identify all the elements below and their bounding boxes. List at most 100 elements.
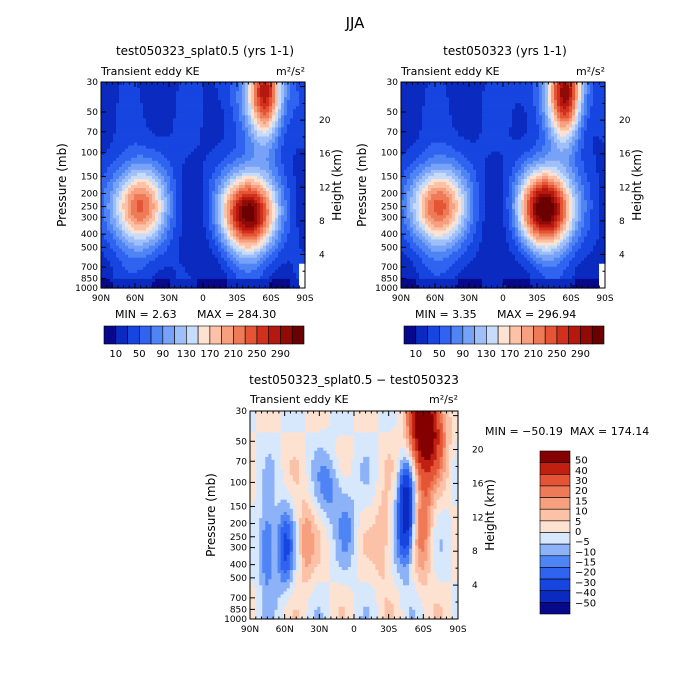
contour-cell xyxy=(194,112,198,116)
contour-cell xyxy=(260,115,264,119)
contour-cell xyxy=(185,94,189,98)
contour-cell xyxy=(200,127,204,132)
contour-cell xyxy=(284,224,288,229)
contour-cell xyxy=(152,85,156,89)
contour-cell xyxy=(227,236,231,241)
contour-cell xyxy=(284,103,288,107)
contour-cell xyxy=(194,100,198,104)
contour-cell xyxy=(449,85,453,89)
contour-cell xyxy=(287,163,291,168)
contour-cell xyxy=(134,154,138,159)
contour-cell xyxy=(296,188,300,192)
contour-cell xyxy=(290,215,294,219)
contour-cell xyxy=(188,148,192,153)
contour-cell xyxy=(101,103,105,107)
contour-cell xyxy=(239,227,243,232)
contour-cell xyxy=(179,127,183,132)
contour-cell xyxy=(296,115,300,119)
contour-cell xyxy=(104,281,108,286)
contour-cell xyxy=(293,109,297,113)
contour-cell xyxy=(113,151,117,156)
contour-cell xyxy=(236,188,240,192)
contour-cell xyxy=(278,145,282,150)
contour-cell xyxy=(299,224,303,229)
contour-cell xyxy=(143,100,147,104)
contour-cell xyxy=(230,227,234,232)
contour-cell xyxy=(116,197,120,201)
contour-cell xyxy=(110,206,114,210)
contour-cell xyxy=(239,185,243,189)
contour-cell xyxy=(257,97,261,101)
contour-cell xyxy=(182,278,186,283)
contour-cell xyxy=(401,88,405,92)
contour-cell xyxy=(122,154,126,159)
y-tick-label: 200 xyxy=(81,189,98,199)
contour-cell xyxy=(248,215,252,219)
contour-cell xyxy=(188,218,192,222)
contour-cell xyxy=(137,224,141,229)
contour-cell xyxy=(152,233,156,238)
contour-cell xyxy=(200,224,204,229)
contour-cell xyxy=(113,245,117,250)
contour-cell xyxy=(248,263,252,268)
contour-cell xyxy=(137,281,141,286)
contour-cell xyxy=(263,194,267,198)
contour-cell xyxy=(227,218,231,222)
colorbar-swatch xyxy=(209,325,222,345)
contour-cell xyxy=(140,284,144,289)
contour-cell xyxy=(218,172,222,177)
contour-cell xyxy=(221,236,225,241)
contour-cell xyxy=(284,284,288,289)
contour-cell xyxy=(293,230,297,235)
contour-cell xyxy=(488,82,492,86)
contour-cell xyxy=(164,209,168,213)
contour-cell xyxy=(107,224,111,229)
contour-cell xyxy=(206,272,210,277)
contour-cell xyxy=(239,230,243,235)
contour-cell xyxy=(125,106,129,110)
contour-cell xyxy=(158,109,162,113)
contour-cell xyxy=(215,130,219,135)
contour-cell xyxy=(152,185,156,189)
contour-cell xyxy=(197,266,201,271)
contour-cell xyxy=(407,82,411,86)
contour-cell xyxy=(278,172,282,177)
y-tick-label: 850 xyxy=(81,274,98,284)
contour-cell xyxy=(209,245,213,250)
contour-cell xyxy=(272,209,276,213)
colorbar-swatch xyxy=(103,325,117,345)
contour-cell xyxy=(263,130,267,135)
contour-cell xyxy=(128,206,132,210)
contour-cell xyxy=(287,254,291,259)
contour-cell xyxy=(233,224,237,229)
contour-cell xyxy=(275,206,279,210)
contour-cell xyxy=(239,151,243,156)
contour-cell xyxy=(287,230,291,235)
contour-cell xyxy=(263,145,267,150)
contour-cell xyxy=(263,91,267,95)
contour-cell xyxy=(287,224,291,229)
contour-cell xyxy=(191,224,195,229)
contour-cell xyxy=(278,88,282,92)
contour-cell xyxy=(101,260,105,265)
contour-cell xyxy=(140,269,144,274)
contour-cell xyxy=(242,269,246,274)
contour-cell xyxy=(158,145,162,150)
contour-cell xyxy=(290,269,294,274)
contour-cell xyxy=(101,163,105,168)
contour-cell xyxy=(152,230,156,235)
contour-cell xyxy=(281,139,285,144)
contour-cell xyxy=(122,142,126,147)
contour-cell xyxy=(212,266,216,271)
contour-cell xyxy=(101,275,105,280)
contour-cell xyxy=(173,88,177,92)
contour-cell xyxy=(212,142,216,147)
contour-cell xyxy=(113,239,117,244)
contour-cell xyxy=(110,197,114,201)
contour-cell xyxy=(164,248,168,253)
contour-cell xyxy=(155,91,159,95)
contour-cell xyxy=(164,100,168,104)
contour-cell xyxy=(497,88,501,92)
contour-cell xyxy=(131,172,135,177)
contour-cell xyxy=(287,124,291,129)
